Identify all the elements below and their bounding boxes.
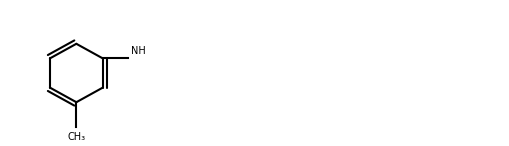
Text: NH: NH xyxy=(131,46,146,56)
Text: CH₃: CH₃ xyxy=(67,132,86,142)
